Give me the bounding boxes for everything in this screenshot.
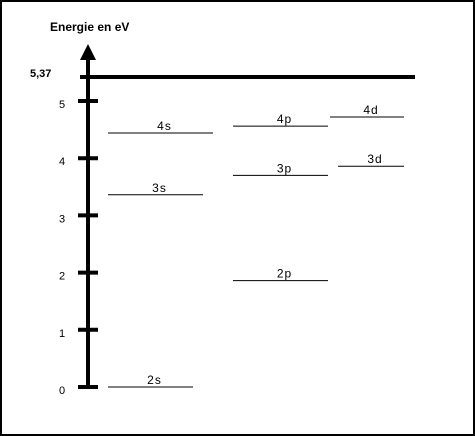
tick-label-3: 3 <box>59 213 65 225</box>
energy-levels: 2s 3s 4s 2p 3p 4p 3d 4d <box>108 103 404 388</box>
level-label-4d: 4d <box>363 103 378 117</box>
ionization-label: 5,37 <box>30 68 51 80</box>
level-label-4s: 4s <box>157 119 172 133</box>
level-label-2s: 2s <box>147 373 162 387</box>
level-label-3s: 3s <box>152 181 167 195</box>
tick-label-1: 1 <box>59 328 65 340</box>
axis-arrow-icon <box>80 44 96 60</box>
tick-label-0: 0 <box>59 385 65 397</box>
level-label-2p: 2p <box>277 267 292 281</box>
tick-label-4: 4 <box>59 156 65 168</box>
level-label-4p: 4p <box>277 112 292 126</box>
level-label-3p: 3p <box>277 161 292 175</box>
tick-label-5: 5 <box>59 99 65 111</box>
y-ticks: 0 1 2 3 4 5 <box>59 99 98 397</box>
tick-label-2: 2 <box>59 271 65 283</box>
axis-title: Energie en eV <box>50 20 129 34</box>
level-label-3d: 3d <box>367 152 382 166</box>
